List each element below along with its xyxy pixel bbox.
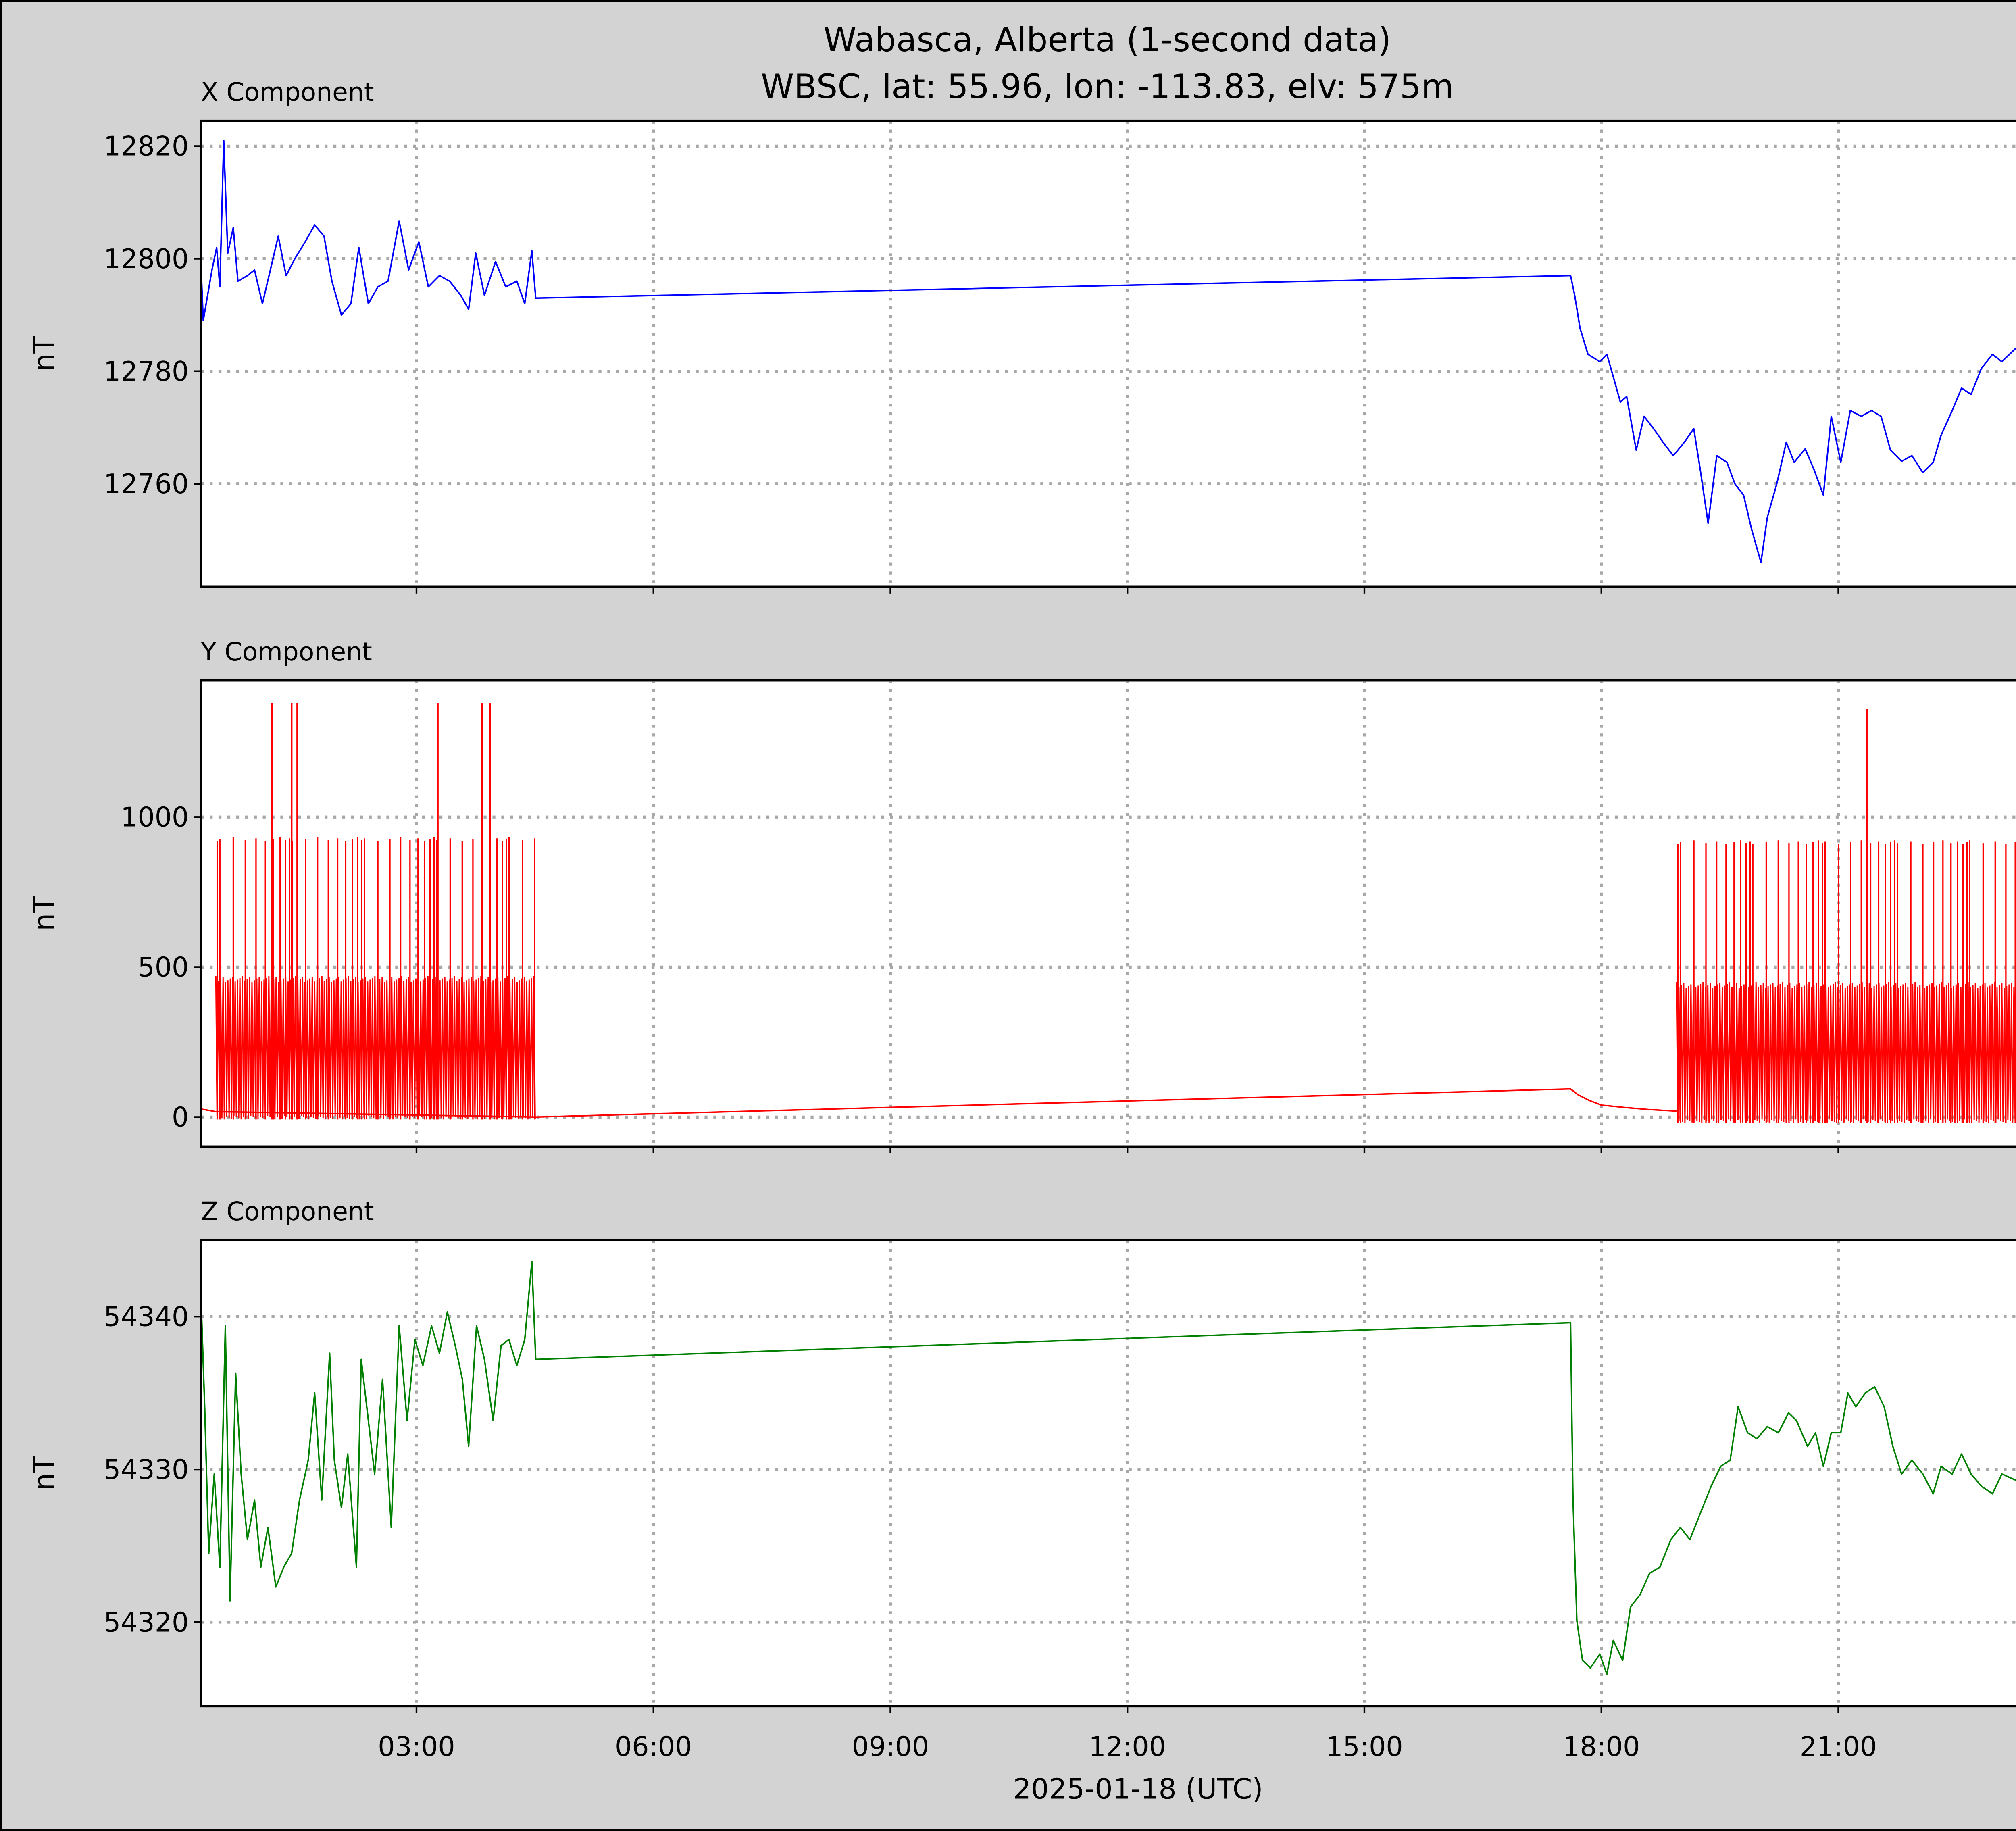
- data-line: [201, 1261, 2016, 1675]
- y-tick-label: 54330: [104, 1454, 189, 1485]
- y-tick-label: 0: [172, 1102, 189, 1133]
- panel-x-component: X Component nT 12760 12780 12800 12820: [28, 77, 2016, 594]
- panel-title: Y Component: [200, 637, 372, 667]
- y-tick-label: 12800: [104, 243, 189, 275]
- y-tick-label: 12820: [104, 131, 189, 162]
- plot-frame: [200, 1239, 2016, 1708]
- x-tick-label: 09:00: [852, 1731, 929, 1762]
- plot-area: [200, 119, 2016, 588]
- data-line: [201, 1088, 1677, 1118]
- oscillation-band: [1676, 982, 2016, 1123]
- y-tick-label: 54340: [104, 1301, 189, 1332]
- y-tick-label: 12780: [104, 356, 189, 387]
- y-tick-label: 1000: [121, 802, 189, 833]
- panel-title: Z Component: [201, 1196, 374, 1226]
- figure-subtitle: WBSC, lat: 55.96, lon: -113.83, elv: 575…: [761, 67, 1454, 106]
- plot-area: [200, 1239, 2016, 1708]
- panel-z-component: Z Component nT 03:00 06:00 09:00 12:00 15:00 18…: [28, 1196, 2016, 1762]
- spike-cluster: [1677, 840, 2016, 1123]
- panel-title: X Component: [201, 77, 374, 107]
- y-axis-label: nT: [28, 896, 60, 931]
- plot-frame: [200, 679, 2016, 1148]
- y-axis-label: nT: [28, 336, 60, 371]
- panel-y-component: Y Component nT 0 500 1000: [28, 637, 2016, 1153]
- x-tick-label: 12:00: [1089, 1731, 1166, 1762]
- x-tick-label: 03:00: [378, 1731, 455, 1762]
- x-tick-label: 06:00: [615, 1731, 692, 1762]
- x-tick-label: 15:00: [1326, 1731, 1403, 1762]
- plot-frame: [200, 119, 2016, 588]
- data-line: [201, 140, 2016, 563]
- x-tick-label: 18:00: [1563, 1731, 1640, 1762]
- x-tick-label: 21:00: [1800, 1731, 1877, 1762]
- spike-cluster: [216, 837, 535, 1120]
- y-tick-label: 500: [137, 952, 189, 983]
- figure-title: Wabasca, Alberta (1-second data): [823, 20, 1391, 59]
- series-x-component: [201, 140, 2016, 563]
- y-tick-label: 54320: [104, 1606, 189, 1638]
- series-z-component: [201, 1261, 2016, 1675]
- y-tick-label: 12760: [104, 468, 189, 500]
- y-axis-label: nT: [28, 1456, 60, 1491]
- series-y-component: [201, 703, 2016, 1123]
- x-axis-label: 2025-01-18 (UTC): [1013, 1773, 1263, 1806]
